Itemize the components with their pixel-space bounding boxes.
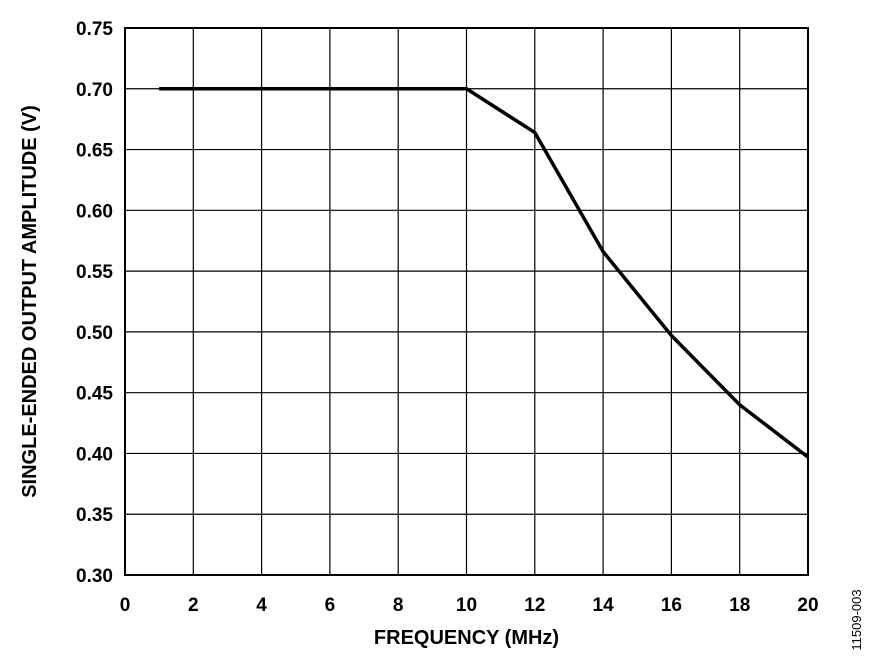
x-tick-label: 14 [593,595,615,616]
y-tick-label: 0.65 [76,141,113,162]
y-tick-label: 0.60 [76,201,113,222]
y-tick-label: 0.35 [76,505,113,526]
x-tick-label: 4 [256,595,267,616]
x-axis-title: FREQUENCY (MHz) [374,627,559,649]
y-tick-label: 0.45 [76,384,113,405]
x-tick-label: 10 [456,595,477,616]
y-tick-label: 0.50 [76,323,113,344]
y-axis-title: SINGLE-ENDED OUTPUT AMPLITUDE (V) [19,105,41,498]
x-tick-label: 18 [729,595,750,616]
series-line [159,87,810,459]
y-tick-labels: 0.30 0.35 0.40 0.45 0.50 0.55 0.60 0.65 0.70 0.75 [76,19,113,587]
y-tick-label: 0.55 [76,262,113,283]
series-layer [159,87,810,459]
x-tick-label: 0 [120,595,131,616]
grid [124,27,809,576]
y-tick-label: 0.40 [76,444,113,465]
x-tick-label: 6 [325,595,336,616]
x-tick-label: 12 [524,595,545,616]
y-tick-label: 0.75 [76,19,113,40]
x-tick-label: 16 [661,595,682,616]
plot-frame [124,27,809,576]
y-tick-label: 0.30 [76,566,113,587]
figure-id: 11509-003 [849,589,864,650]
x-tick-label: 8 [393,595,404,616]
x-tick-label: 2 [188,595,199,616]
y-tick-label: 0.70 [76,80,113,101]
x-tick-label: 20 [797,595,818,616]
x-tick-labels: 0 2 4 6 8 10 12 14 16 18 20 [120,595,819,616]
